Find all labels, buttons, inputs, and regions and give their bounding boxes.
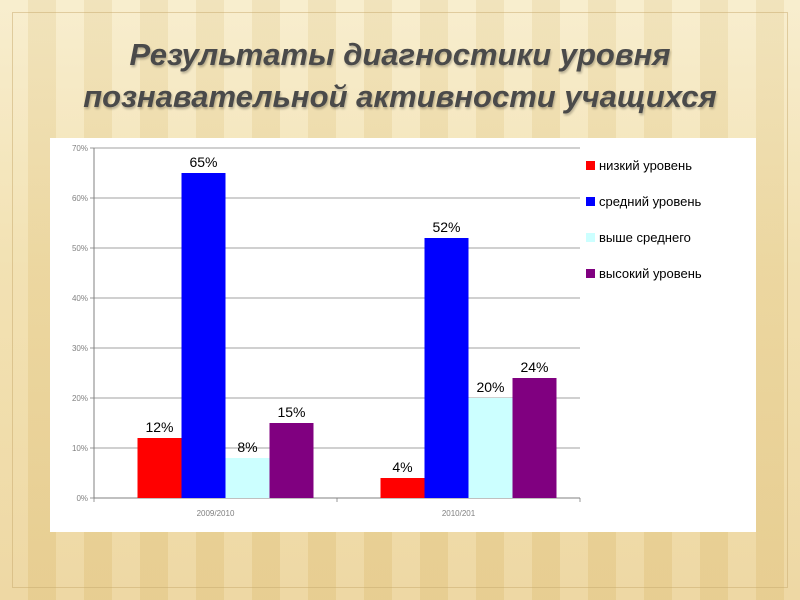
y-tick-label: 40% [72, 294, 88, 303]
legend-swatch [586, 161, 595, 170]
data-label: 65% [189, 154, 217, 170]
slide-title: Результаты диагностики уровня познавател… [0, 34, 800, 118]
y-tick-label: 50% [72, 244, 88, 253]
bar-chart: 0% 10% 20% 30% 40% 50% 60% 70% 12% 65% 8% 15% 4% 52%… [72, 144, 702, 518]
data-label: 8% [237, 439, 257, 455]
legend-label: низкий уровень [599, 158, 692, 173]
y-tick-label: 70% [72, 144, 88, 153]
x-tick-label: 2010/201 [442, 509, 476, 518]
title-line-2: познавательной активности учащихся [83, 79, 717, 114]
legend-swatch [586, 233, 595, 242]
data-label: 15% [277, 404, 305, 420]
data-label: 12% [145, 419, 173, 435]
y-tick-label: 10% [72, 444, 88, 453]
legend-swatch [586, 197, 595, 206]
y-tick-label: 60% [72, 194, 88, 203]
bar [137, 438, 182, 498]
x-tick-label: 2009/2010 [197, 509, 235, 518]
y-tick-label: 0% [76, 494, 88, 503]
bar [181, 173, 226, 498]
data-label: 4% [392, 459, 412, 475]
legend-label: высокий уровень [599, 266, 702, 281]
data-label: 24% [520, 359, 548, 375]
legend-swatch [586, 269, 595, 278]
bar [468, 398, 513, 498]
y-tick-label: 30% [72, 344, 88, 353]
y-tick-label: 20% [72, 394, 88, 403]
title-line-1: Результаты диагностики уровня [129, 37, 671, 72]
bar [424, 238, 469, 498]
data-label: 52% [432, 219, 460, 235]
chart-panel: 0% 10% 20% 30% 40% 50% 60% 70% 12% 65% 8% 15% 4% 52%… [50, 138, 756, 532]
bar [380, 478, 425, 498]
bar [512, 378, 557, 498]
data-label: 20% [476, 379, 504, 395]
bar [269, 423, 314, 498]
slide-frame [12, 12, 788, 588]
legend-label: выше среднего [599, 230, 691, 245]
bar [225, 458, 270, 498]
legend-label: средний уровень [599, 194, 702, 209]
